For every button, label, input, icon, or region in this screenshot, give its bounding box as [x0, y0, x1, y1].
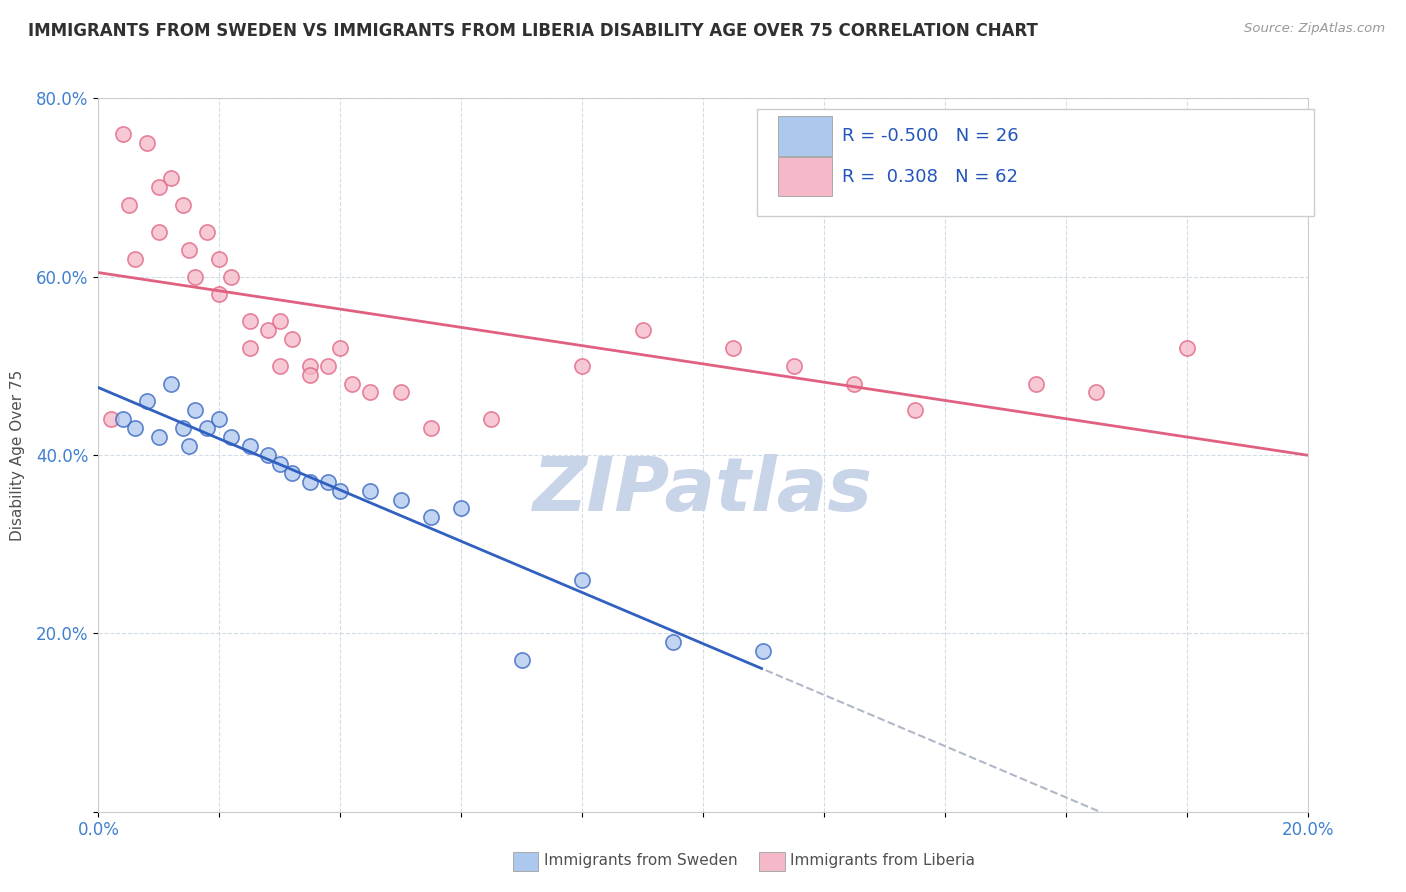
Point — [208, 412, 231, 426]
Y-axis label: Disability Age Over 75: Disability Age Over 75 — [10, 369, 25, 541]
Point — [844, 376, 866, 391]
Point — [195, 421, 218, 435]
Point — [329, 483, 352, 498]
Text: IMMIGRANTS FROM SWEDEN VS IMMIGRANTS FROM LIBERIA DISABILITY AGE OVER 75 CORRELA: IMMIGRANTS FROM SWEDEN VS IMMIGRANTS FRO… — [28, 22, 1038, 40]
Point — [184, 403, 207, 417]
Text: R = -0.500   N = 26: R = -0.500 N = 26 — [842, 127, 1019, 145]
Point — [239, 314, 262, 328]
Point — [510, 653, 533, 667]
FancyBboxPatch shape — [778, 157, 832, 196]
Point — [420, 510, 443, 524]
Point — [148, 430, 170, 444]
Point — [111, 127, 134, 141]
Point — [208, 287, 231, 301]
Point — [631, 323, 654, 337]
Point — [316, 475, 339, 489]
Point — [281, 332, 304, 346]
Text: Immigrants from Liberia: Immigrants from Liberia — [790, 854, 976, 868]
Point — [269, 314, 291, 328]
Point — [360, 385, 382, 400]
Point — [195, 225, 218, 239]
Text: Source: ZipAtlas.com: Source: ZipAtlas.com — [1244, 22, 1385, 36]
Point — [299, 368, 322, 382]
Point — [342, 376, 364, 391]
Point — [329, 341, 352, 355]
Point — [172, 198, 194, 212]
Point — [269, 359, 291, 373]
Point — [420, 421, 443, 435]
Point — [118, 198, 141, 212]
Point — [179, 243, 201, 257]
Point — [172, 421, 194, 435]
Point — [1175, 341, 1198, 355]
Point — [135, 136, 157, 150]
Point — [184, 269, 207, 284]
Point — [1085, 385, 1108, 400]
Point — [299, 359, 322, 373]
Point — [904, 403, 927, 417]
Point — [661, 635, 683, 649]
Point — [124, 252, 146, 266]
Point — [389, 385, 412, 400]
Point — [124, 421, 146, 435]
Point — [316, 359, 339, 373]
Point — [160, 376, 183, 391]
Point — [281, 466, 304, 480]
Point — [481, 412, 503, 426]
Text: R =  0.308   N = 62: R = 0.308 N = 62 — [842, 168, 1018, 186]
Point — [256, 323, 278, 337]
Point — [160, 171, 183, 186]
Point — [389, 492, 412, 507]
Point — [571, 359, 593, 373]
Point — [360, 483, 382, 498]
Point — [135, 394, 157, 409]
Point — [269, 457, 291, 471]
Point — [299, 475, 322, 489]
Point — [1024, 376, 1046, 391]
Point — [450, 501, 472, 516]
Point — [256, 448, 278, 462]
FancyBboxPatch shape — [778, 116, 832, 155]
Point — [752, 644, 775, 658]
Point — [239, 439, 262, 453]
Point — [221, 430, 243, 444]
FancyBboxPatch shape — [758, 109, 1313, 216]
Point — [148, 180, 170, 194]
Point — [221, 269, 243, 284]
Point — [179, 439, 201, 453]
Point — [239, 341, 262, 355]
Point — [111, 412, 134, 426]
Text: ZIPatlas: ZIPatlas — [533, 454, 873, 527]
Point — [571, 573, 593, 587]
Point — [148, 225, 170, 239]
Point — [100, 412, 122, 426]
Point — [723, 341, 745, 355]
Text: Immigrants from Sweden: Immigrants from Sweden — [544, 854, 738, 868]
Point — [783, 359, 806, 373]
Point — [208, 252, 231, 266]
